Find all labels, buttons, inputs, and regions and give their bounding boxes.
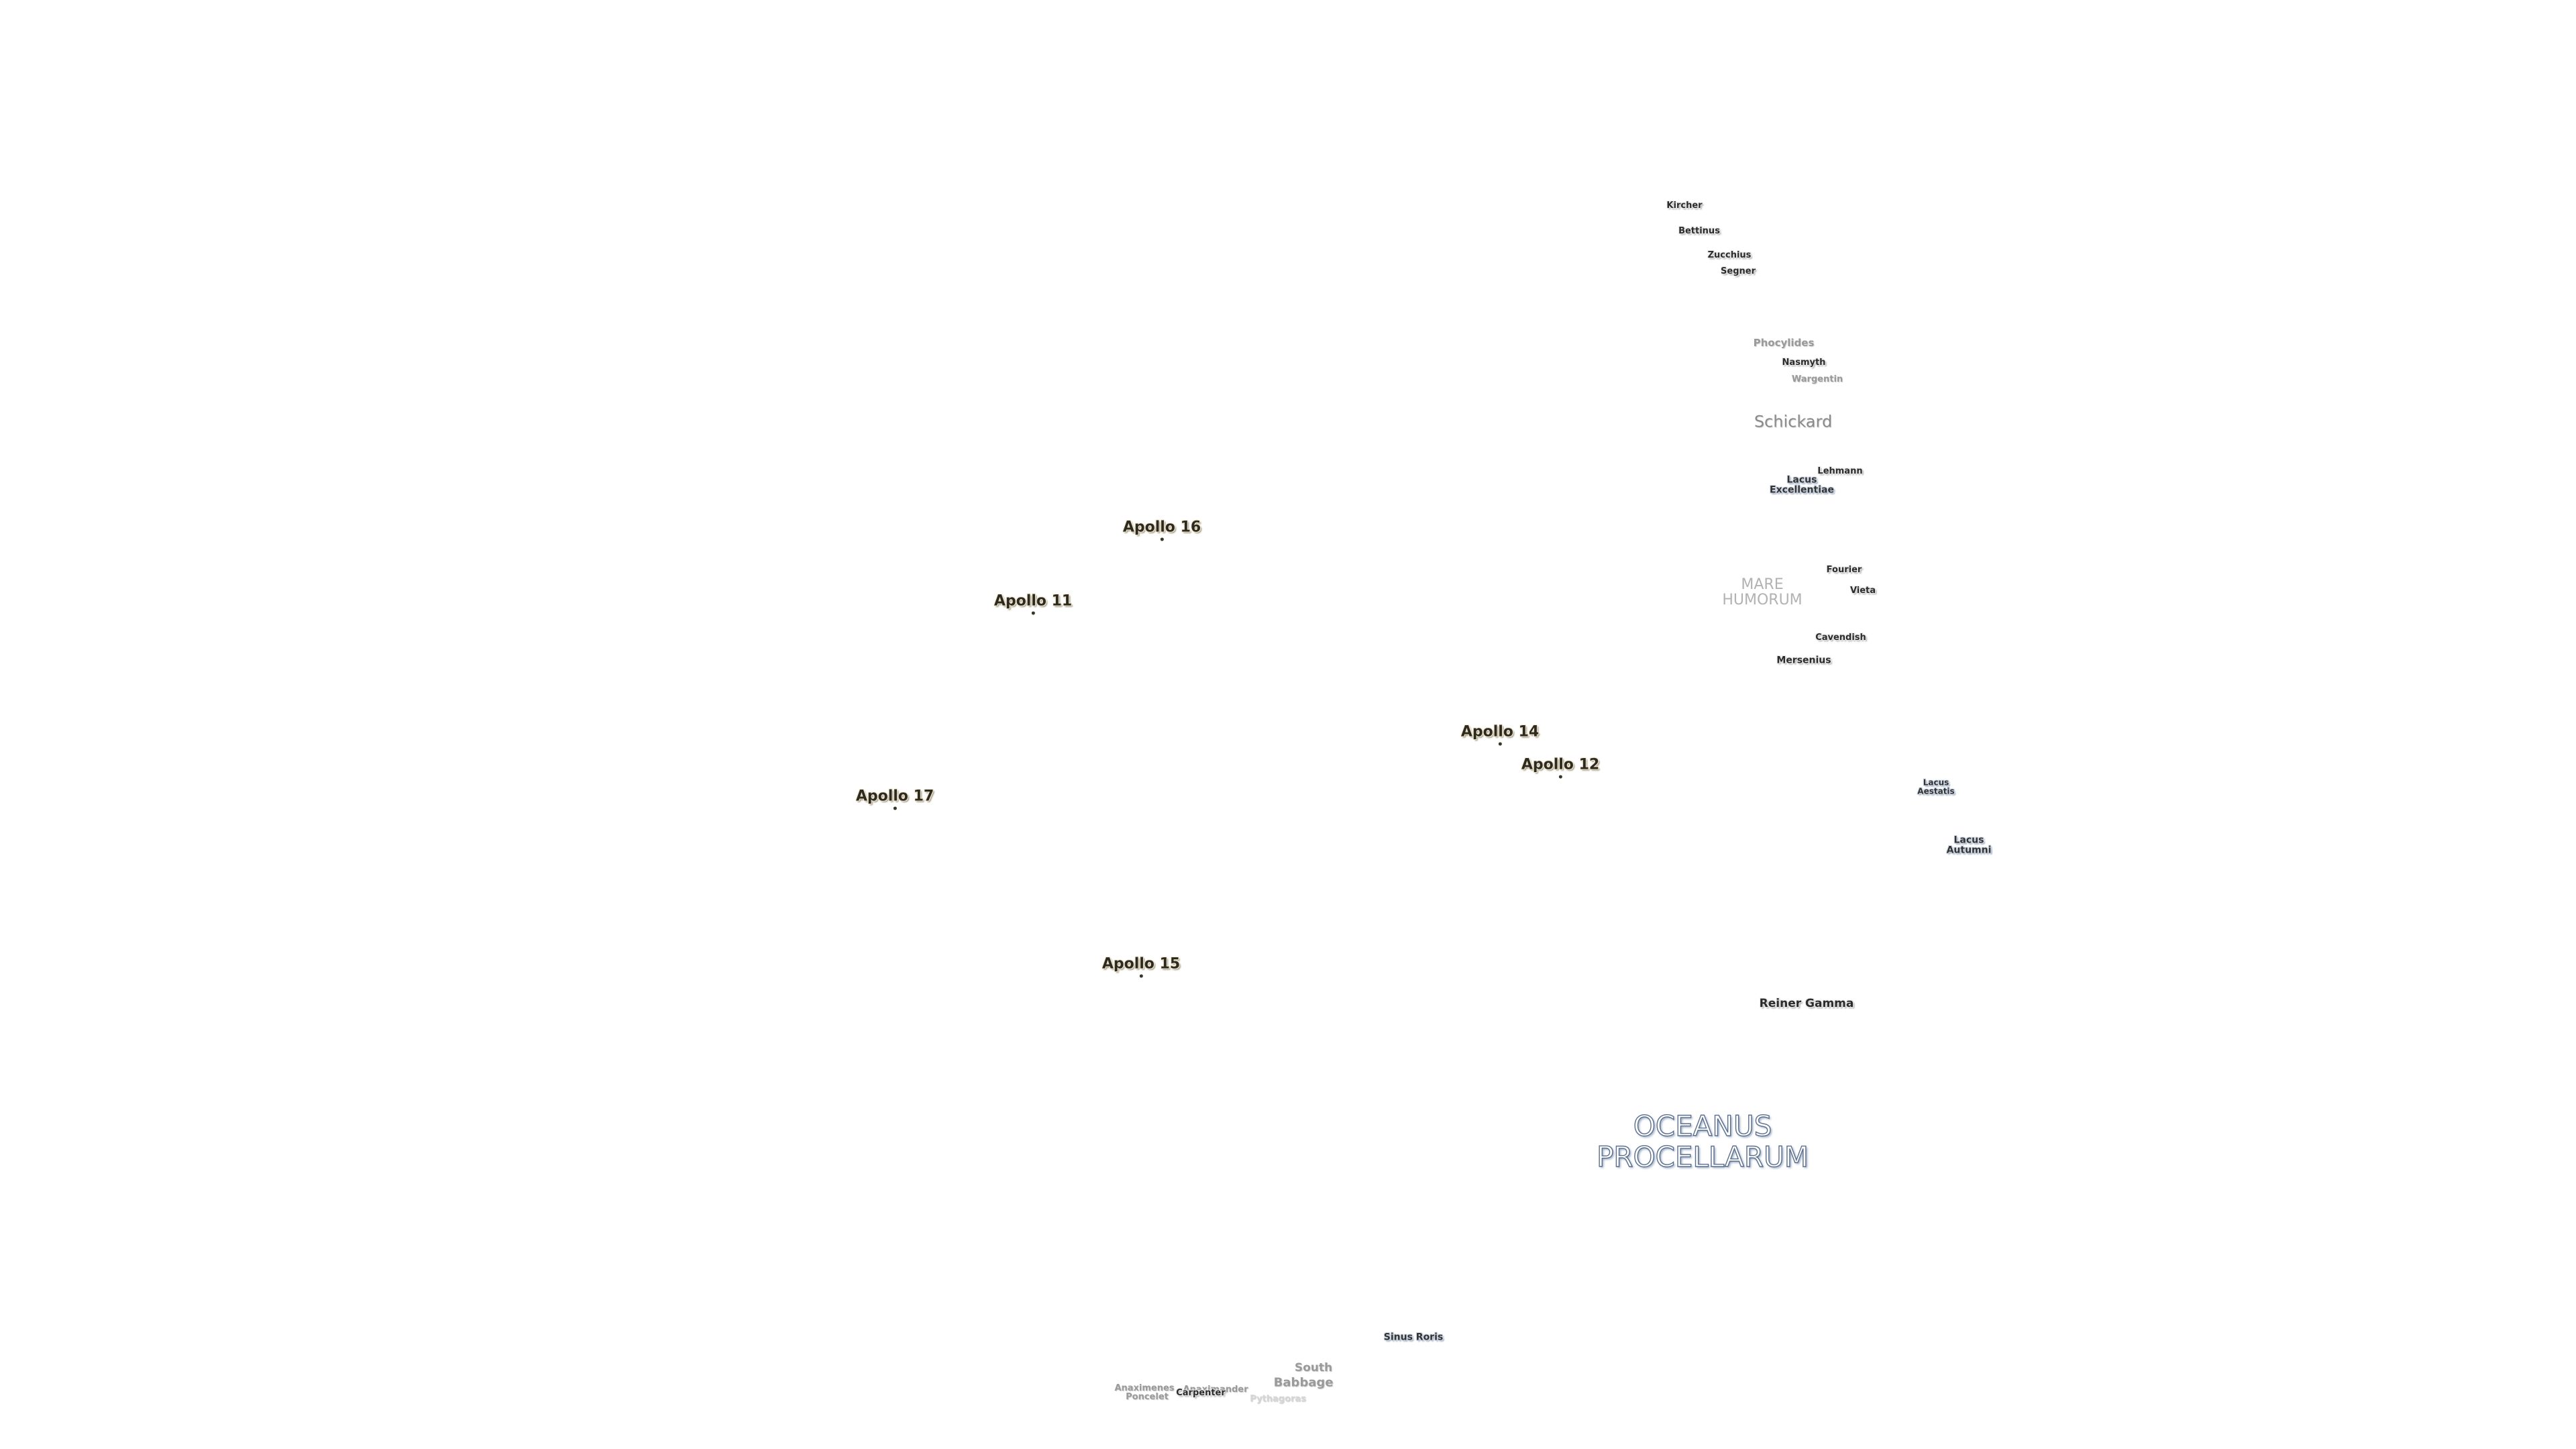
feature-label-sinus-roris: Sinus Roris bbox=[1383, 1332, 1444, 1343]
landing-site-apollo-16[interactable]: Apollo 16 bbox=[1122, 519, 1201, 541]
ocean-label-line: PROCELLARUM bbox=[1596, 1140, 1809, 1173]
landing-site-label: Apollo 16 bbox=[1122, 519, 1201, 536]
mare-label-humorum: MARE HUMORUM bbox=[1722, 577, 1802, 608]
feature-label-babbage: Babbage bbox=[1273, 1375, 1334, 1390]
lake-label-autumni: Lacus Autumni bbox=[1947, 835, 1992, 855]
landing-site-pin-icon bbox=[1498, 742, 1502, 746]
landing-site-apollo-17[interactable]: Apollo 17 bbox=[855, 788, 934, 810]
feature-label-bettinus: Bettinus bbox=[1678, 226, 1720, 237]
landing-site-pin-icon bbox=[893, 806, 897, 810]
feature-label-schickard: Schickard bbox=[1754, 412, 1833, 431]
landing-site-apollo-15[interactable]: Apollo 15 bbox=[1102, 955, 1181, 978]
landing-site-label: Apollo 14 bbox=[1460, 723, 1540, 741]
feature-label-poncelet: Poncelet bbox=[1126, 1392, 1169, 1403]
lake-label-line: Excellentiae bbox=[1770, 484, 1834, 495]
feature-label-segner: Segner bbox=[1721, 266, 1756, 277]
lake-label-line: Aestatis bbox=[1917, 786, 1955, 796]
landing-site-apollo-12[interactable]: Apollo 12 bbox=[1521, 756, 1600, 779]
landing-site-apollo-14[interactable]: Apollo 14 bbox=[1460, 723, 1540, 746]
landing-site-pin-icon bbox=[1558, 775, 1562, 779]
lake-label-line: Lacus bbox=[1786, 474, 1817, 486]
landing-site-pin-icon bbox=[1139, 974, 1143, 978]
feature-label-kircher: Kircher bbox=[1666, 201, 1703, 211]
feature-label-vieta: Vieta bbox=[1849, 586, 1876, 596]
lake-label-line: Lacus bbox=[1923, 777, 1949, 788]
landing-site-pin-icon bbox=[1031, 611, 1035, 615]
landing-site-label: Apollo 15 bbox=[1102, 955, 1181, 973]
ocean-label-oceanus-procellarum: OCEANUS PROCELLARUM bbox=[1596, 1109, 1809, 1173]
lake-label-excellentiae: Lacus Excellentiae bbox=[1770, 475, 1834, 494]
feature-label-zucchius: Zucchius bbox=[1707, 250, 1752, 261]
landing-site-label: Apollo 11 bbox=[994, 592, 1073, 610]
feature-label-carpenter: Carpenter bbox=[1176, 1388, 1226, 1399]
feature-label-wargentin: Wargentin bbox=[1791, 374, 1843, 385]
landing-site-label: Apollo 12 bbox=[1521, 756, 1600, 773]
lake-label-aestatis: Lacus Aestatis bbox=[1917, 778, 1954, 795]
feature-label-cavendish: Cavendish bbox=[1815, 633, 1866, 643]
feature-label-fourier: Fourier bbox=[1826, 565, 1862, 576]
mare-label-line: MARE bbox=[1741, 576, 1784, 593]
feature-label-nasmyth: Nasmyth bbox=[1782, 358, 1826, 368]
feature-label-anaximander: Anaximander bbox=[1183, 1385, 1248, 1395]
feature-label-reiner-gamma: Reiner Gamma bbox=[1759, 997, 1854, 1011]
feature-label-south: South bbox=[1294, 1361, 1333, 1375]
feature-label-phocylides: Phocylides bbox=[1753, 337, 1815, 350]
lake-label-line: Autumni bbox=[1946, 845, 1992, 855]
landing-site-apollo-11[interactable]: Apollo 11 bbox=[994, 592, 1073, 615]
landing-site-pin-icon bbox=[1160, 537, 1164, 541]
ocean-label-line: OCEANUS bbox=[1633, 1109, 1772, 1142]
landing-site-label: Apollo 17 bbox=[855, 788, 934, 805]
lake-label-line: Lacus bbox=[1953, 835, 1984, 846]
mare-label-line: HUMORUM bbox=[1722, 592, 1803, 608]
feature-label-line: Sinus Roris bbox=[1383, 1332, 1444, 1343]
feature-label-pythagoras: Pythagoras bbox=[1250, 1394, 1306, 1405]
feature-label-anaximenes: Anaximenes bbox=[1114, 1383, 1175, 1394]
feature-label-lehmann: Lehmann bbox=[1817, 466, 1863, 477]
feature-label-mersenius: Mersenius bbox=[1776, 655, 1831, 666]
